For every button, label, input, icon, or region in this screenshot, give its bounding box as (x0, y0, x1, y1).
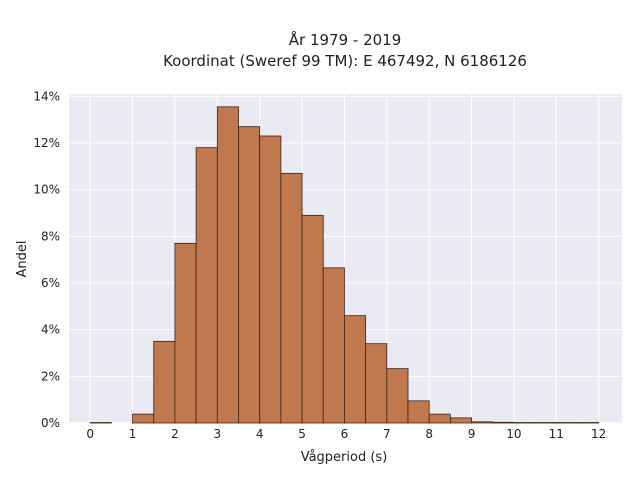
x-axis-ticks: 0 1 2 3 4 5 6 7 8 9 10 11 12 (86, 427, 606, 441)
x-axis-label: Vågperiod (s) (301, 450, 388, 465)
y-tick-label: 0% (41, 416, 60, 430)
histogram-bar (471, 421, 494, 424)
histogram-bar (577, 422, 600, 424)
y-tick-label: 14% (33, 89, 60, 103)
histogram-bar (449, 417, 472, 424)
x-tick-label: 0 (86, 427, 94, 441)
x-tick-label: 12 (591, 427, 606, 441)
y-tick-label: 8% (41, 229, 60, 243)
histogram-bar (322, 267, 345, 424)
histogram-bar (555, 422, 578, 424)
y-tick-label: 6% (41, 276, 60, 290)
histogram-bar (238, 126, 261, 424)
histogram-bar (386, 368, 409, 424)
histogram-bar (216, 106, 239, 424)
histogram-bar (344, 315, 367, 424)
y-tick-label: 12% (33, 136, 60, 150)
x-tick-label: 4 (256, 427, 264, 441)
histogram-bar (492, 421, 515, 424)
histogram-bar (428, 413, 451, 424)
x-tick-label: 6 (341, 427, 349, 441)
x-tick-label: 10 (506, 427, 521, 441)
bars (89, 106, 600, 424)
histogram-bar (195, 147, 218, 424)
histogram-bar (365, 343, 388, 424)
x-tick-label: 1 (129, 427, 137, 441)
x-tick-label: 3 (213, 427, 221, 441)
histogram-bar (534, 422, 557, 424)
histogram-bar (407, 400, 430, 424)
x-tick-label: 8 (425, 427, 433, 441)
y-tick-label: 10% (33, 183, 60, 197)
histogram-bar (280, 172, 303, 424)
x-tick-label: 2 (171, 427, 179, 441)
y-axis-label: Andel (15, 241, 30, 278)
histogram-bar (153, 340, 176, 424)
histogram-bar (89, 422, 112, 424)
histogram-bar (259, 135, 282, 424)
histogram-bar (174, 242, 197, 424)
x-tick-label: 7 (383, 427, 391, 441)
histogram-bar (132, 413, 155, 424)
y-tick-label: 4% (41, 323, 60, 337)
x-tick-label: 9 (468, 427, 476, 441)
chart-title: År 1979 - 2019 (289, 30, 402, 49)
chart-subtitle: Koordinat (Sweref 99 TM): E 467492, N 61… (163, 52, 527, 70)
y-axis-ticks: 0% 2% 4% 6% 8% 10% 12% 14% (33, 89, 60, 430)
histogram-bar (301, 214, 324, 424)
x-tick-label: 11 (549, 427, 564, 441)
histogram-bar (513, 422, 536, 424)
y-tick-label: 2% (41, 369, 60, 383)
x-tick-label: 5 (298, 427, 306, 441)
